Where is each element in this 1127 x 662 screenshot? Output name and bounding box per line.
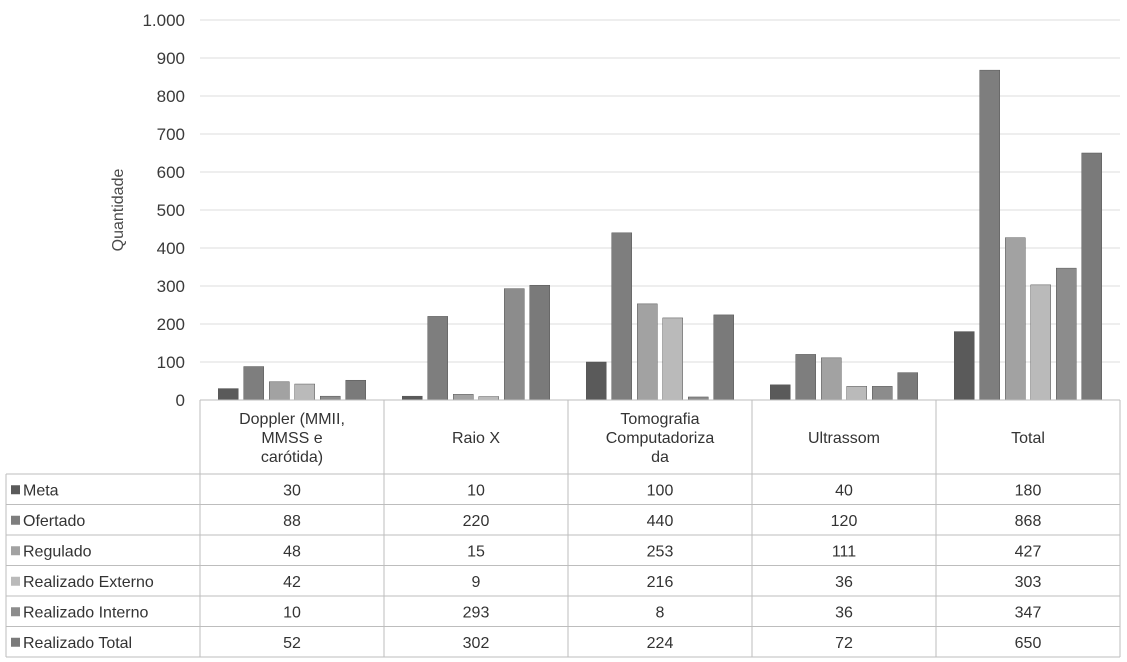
bar	[954, 331, 975, 401]
table-cell-value: 30	[283, 482, 301, 499]
category-label: Computadoriza	[606, 430, 715, 447]
category-label: carótida)	[261, 449, 323, 466]
bar	[979, 69, 1000, 401]
bar	[504, 288, 525, 401]
table-cell-value: 216	[647, 574, 674, 591]
y-tick-label: 0	[176, 391, 185, 410]
table-cell-value: 440	[647, 513, 674, 530]
bar	[795, 354, 816, 401]
series-name: Realizado Total	[23, 635, 132, 652]
y-tick-label: 400	[157, 239, 185, 258]
legend-swatch	[11, 485, 20, 495]
table-cell-value: 88	[283, 513, 301, 530]
legend-swatch	[11, 607, 20, 617]
category-label: da	[651, 449, 669, 466]
y-tick-label: 700	[157, 125, 185, 144]
bar	[770, 384, 791, 401]
table-cell-value: 72	[835, 635, 853, 652]
category-label: Raio X	[452, 430, 500, 447]
bar	[821, 357, 842, 401]
table-cell-value: 427	[1015, 543, 1042, 560]
bar	[1005, 237, 1026, 401]
data-table: Doppler (MMII, MMSS e carótida) Raio X Tomog…	[5, 399, 1121, 658]
series-name: Meta	[23, 482, 59, 499]
table-cell-value: 224	[647, 635, 674, 652]
y-axis-ticks: 0 100 200 300 400 500 600 700 800 900 1.000	[142, 11, 185, 410]
bar	[846, 386, 867, 401]
legend-swatch	[11, 515, 20, 525]
y-tick-label: 200	[157, 315, 185, 334]
table-cell-value: 36	[835, 604, 853, 621]
bar	[637, 303, 658, 401]
bar	[872, 386, 893, 401]
table-cell-value: 220	[463, 513, 490, 530]
table-cell-value: 120	[831, 513, 858, 530]
bar	[586, 361, 607, 401]
bar	[218, 388, 239, 401]
table-cell-value: 650	[1015, 635, 1042, 652]
table-cell-value: 180	[1015, 482, 1042, 499]
legend-swatch	[11, 576, 20, 586]
bar	[345, 379, 366, 401]
category-label: Total	[1011, 430, 1045, 447]
y-tick-label: 500	[157, 201, 185, 220]
table-cell-value: 253	[647, 543, 674, 560]
category-label: Doppler (MMII,	[239, 411, 345, 428]
table-cell-value: 15	[467, 543, 485, 560]
series-name: Ofertado	[23, 513, 85, 530]
category-label: Ultrassom	[808, 430, 880, 447]
bar	[453, 394, 474, 401]
table-cell-value: 40	[835, 482, 853, 499]
y-tick-label: 1.000	[142, 11, 185, 30]
bar	[611, 232, 632, 401]
y-tick-label: 800	[157, 87, 185, 106]
series-name: Realizado Interno	[23, 604, 149, 621]
category-label: Tomografia	[620, 411, 699, 428]
bar	[529, 284, 550, 401]
table-cell-value: 10	[467, 482, 485, 499]
table-cell-value: 36	[835, 574, 853, 591]
table-cell-value: 8	[656, 604, 665, 621]
category-label: MMSS e	[261, 430, 322, 447]
table-cell-value: 302	[463, 635, 490, 652]
bar	[662, 317, 683, 401]
y-tick-label: 300	[157, 277, 185, 296]
bar	[1030, 284, 1051, 401]
bar	[320, 395, 341, 401]
y-axis-label: Quantidade	[110, 169, 127, 252]
legend-swatch	[11, 546, 20, 556]
y-tick-label: 100	[157, 353, 185, 372]
bar	[713, 314, 734, 401]
table-cell-value: 9	[472, 574, 481, 591]
bar	[478, 396, 499, 401]
table-cell-value: 48	[283, 543, 301, 560]
bar	[243, 366, 264, 401]
table-cell-value: 868	[1015, 513, 1042, 530]
bars	[218, 69, 1102, 401]
series-name: Realizado Externo	[23, 574, 154, 591]
table-cell-value: 10	[283, 604, 301, 621]
table-cell-value: 52	[283, 635, 301, 652]
table-cell-value: 303	[1015, 574, 1042, 591]
legend-swatch	[11, 637, 20, 647]
table-cell-value: 293	[463, 604, 490, 621]
table-cell-value: 347	[1015, 604, 1042, 621]
series-name: Regulado	[23, 543, 92, 560]
bar	[402, 395, 423, 401]
bar	[1081, 152, 1102, 401]
bar	[269, 381, 290, 401]
table-cell-value: 100	[647, 482, 674, 499]
bar	[897, 372, 918, 401]
gridlines	[200, 19, 1120, 401]
bar	[294, 383, 315, 401]
table-cell-value: 111	[832, 543, 856, 560]
y-tick-label: 900	[157, 49, 185, 68]
bar	[427, 316, 448, 401]
y-tick-label: 600	[157, 163, 185, 182]
bar	[1056, 267, 1077, 401]
table-cell-value: 42	[283, 574, 301, 591]
